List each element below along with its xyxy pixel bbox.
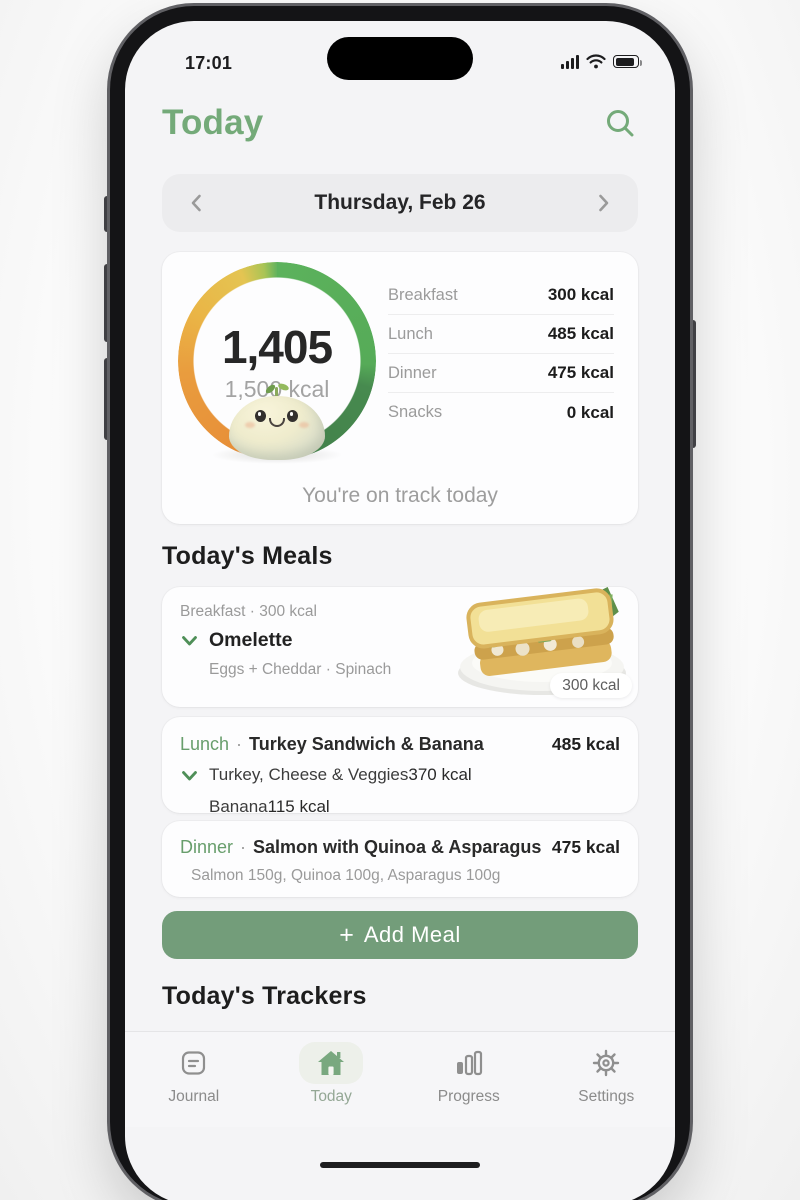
journal-icon (182, 1051, 206, 1075)
dinner-name: Salmon with Quinoa & Asparagus (253, 836, 542, 857)
dinner-detail: Salmon 150g, Quinoa 100g, Asparagus 100g (191, 867, 501, 884)
sandwich-photo (458, 587, 626, 695)
summary-row-dinner: Dinner 475 kcal (388, 354, 614, 393)
chevron-down-icon[interactable] (180, 631, 199, 650)
calories-consumed: 1,405 (221, 321, 333, 373)
date-label: Thursday, Feb 26 (314, 191, 486, 214)
home-indicator[interactable] (320, 1162, 480, 1168)
chevron-right-icon[interactable] (592, 192, 614, 214)
bottom-tab-bar: Journal Today (125, 1031, 675, 1127)
bar-chart-icon (456, 1050, 482, 1075)
date-navigator: Thursday, Feb 26 (162, 174, 638, 232)
lunch-name: Turkey Sandwich & Banana (249, 733, 484, 754)
add-meal-button[interactable]: + Add Meal (162, 911, 638, 959)
mute-switch[interactable] (104, 196, 111, 232)
gear-icon (593, 1049, 620, 1077)
volume-down-button[interactable] (104, 358, 111, 440)
meal-card-breakfast[interactable]: Breakfast · 300 kcal Omelette Eggs + Che… (162, 587, 638, 707)
chevron-down-icon[interactable] (180, 766, 199, 785)
breakfast-name: Omelette (209, 629, 293, 651)
page-title: Today (162, 103, 264, 142)
tab-progress[interactable]: Progress (400, 1032, 538, 1127)
meals-section-title: Today's Meals (162, 542, 333, 570)
photo-calorie-badge: 300 kcal (550, 673, 632, 698)
lunch-total: 485 kcal (551, 733, 620, 754)
phone-frame: 17:01 Today (110, 6, 690, 1200)
summary-row-breakfast: Breakfast 300 kcal (388, 276, 614, 315)
lunch-item-calories: 370 kcal (408, 765, 472, 784)
mascot-blob (211, 381, 343, 464)
search-icon[interactable] (604, 107, 636, 139)
lunch-item-name: Banana (209, 797, 268, 813)
summary-row-lunch: Lunch 485 kcal (388, 315, 614, 354)
tab-today[interactable]: Today (263, 1032, 401, 1127)
plus-icon: + (339, 920, 354, 949)
power-button[interactable] (689, 320, 696, 448)
wifi-icon (586, 54, 606, 69)
lunch-item-calories: 115 kcal (267, 797, 330, 813)
chevron-left-icon[interactable] (186, 192, 208, 214)
dynamic-island (327, 37, 473, 80)
volume-up-button[interactable] (104, 264, 111, 342)
meal-card-lunch[interactable]: Lunch · Turkey Sandwich & Banana 485 kca… (162, 717, 638, 813)
app-header: Today (162, 103, 638, 147)
breakfast-ingredients: Eggs + Cheddar · Spinach (209, 661, 392, 678)
cellular-signal-icon (560, 54, 579, 69)
summary-row-snacks: Snacks 0 kcal (388, 402, 614, 422)
home-icon (318, 1051, 345, 1075)
tab-journal[interactable]: Journal (125, 1032, 263, 1127)
app-screen: 17:01 Today (125, 21, 675, 1200)
breakfast-meta: Breakfast · 300 kcal (180, 603, 317, 620)
status-bar: 17:01 (125, 37, 675, 80)
dinner-total: 475 kcal (551, 836, 620, 857)
dinner-label: Dinner (180, 836, 234, 857)
tab-settings[interactable]: Settings (538, 1032, 676, 1127)
trackers-section-title: Today's Trackers (162, 982, 367, 1010)
battery-icon (613, 55, 642, 68)
clock: 17:01 (185, 53, 233, 73)
lunch-item-name: Turkey, Cheese & Veggies (209, 765, 409, 784)
status-message: You're on track today (302, 484, 498, 507)
meal-calorie-breakdown: Breakfast 300 kcal Lunch 485 kcal Dinner… (388, 276, 614, 432)
calorie-summary-card: 1,405 1,500 kcal Breakfast 300 kcal (162, 252, 638, 524)
meal-card-dinner[interactable]: Dinner · Salmon with Quinoa & Asparagus … (162, 821, 638, 897)
lunch-label: Lunch (180, 733, 230, 754)
